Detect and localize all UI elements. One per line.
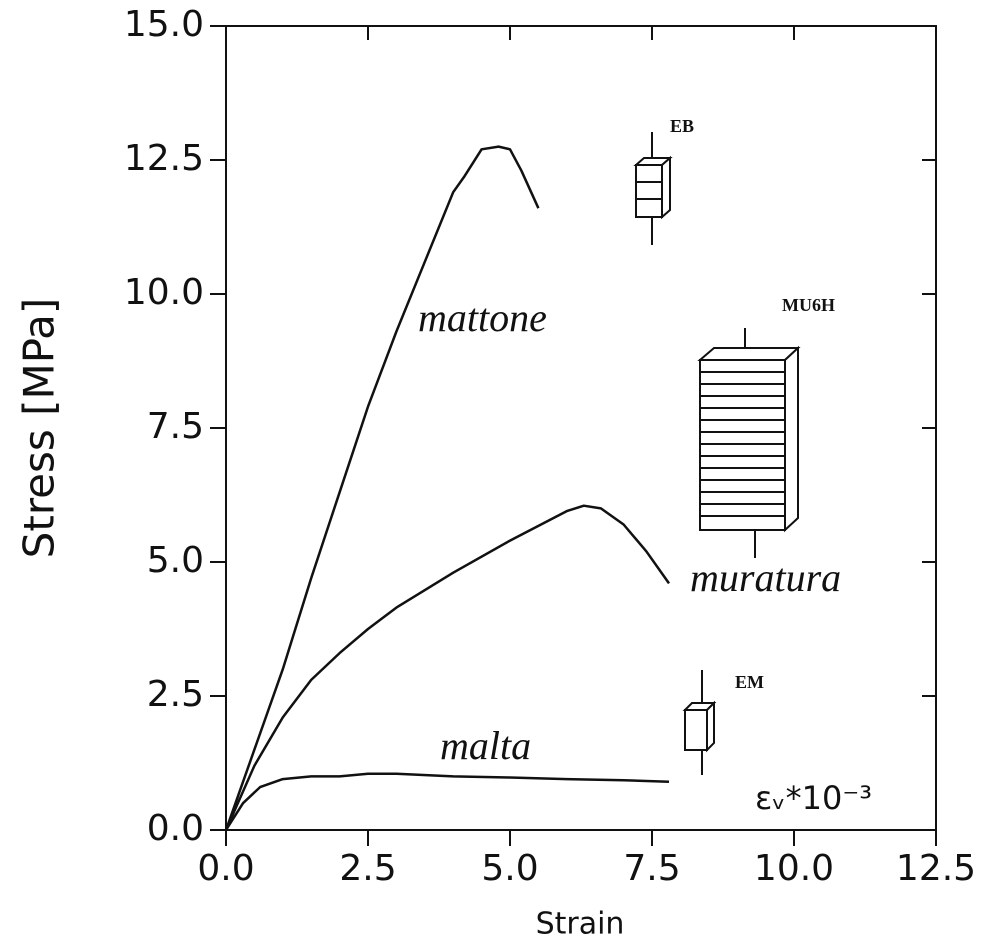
series-label: mattone (418, 295, 547, 340)
specimen-icon (633, 132, 673, 245)
y-tick-label: 7.5 (147, 406, 204, 447)
data-line (224, 772, 670, 831)
x-tick-label: 7.5 (623, 848, 680, 889)
y-tick-label: 5.0 (147, 540, 204, 581)
x-tick-label: 0.0 (197, 848, 254, 889)
y-tick-label: 0.0 (147, 808, 204, 849)
annotation: MU6H (782, 295, 835, 315)
specimen-icon (697, 328, 801, 558)
x-tick-label: 10.0 (754, 848, 834, 889)
y-tick-label: 10.0 (124, 272, 204, 313)
x-tick-label: 5.0 (481, 848, 538, 889)
plot-frame (225, 25, 937, 831)
y-axis-label: Stress [MPa] (15, 298, 64, 559)
y-tick-label: 2.5 (147, 674, 204, 715)
y-tick-label: 12.5 (124, 138, 204, 179)
x-tick-label: 12.5 (896, 848, 976, 889)
data-line (224, 145, 540, 831)
x-tick-label: 2.5 (339, 848, 396, 889)
annotation: εᵥ*10⁻³ (755, 779, 872, 817)
annotation: EB (670, 116, 694, 136)
series-label: malta (440, 723, 531, 768)
series-label: muratura (690, 555, 841, 600)
x-axis-label: Strain (536, 907, 625, 942)
y-tick-label: 15.0 (124, 4, 204, 45)
specimen-icon (682, 670, 717, 775)
data-line (224, 504, 671, 831)
annotation: EM (735, 672, 764, 692)
